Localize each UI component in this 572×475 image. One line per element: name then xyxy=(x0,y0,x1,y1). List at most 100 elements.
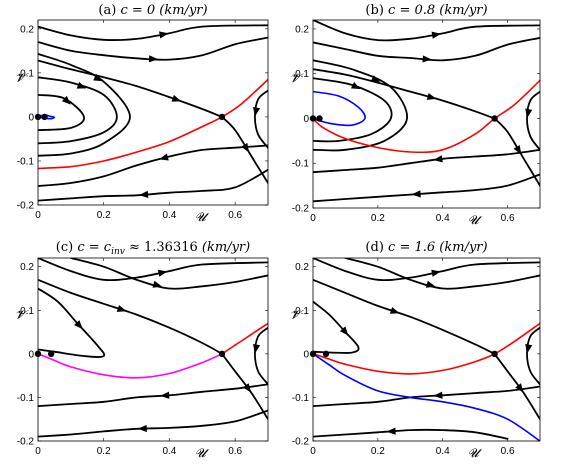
equilibrium-point xyxy=(491,350,498,358)
streamline-arrow xyxy=(157,269,168,277)
panel-title: (c) c = cinv ≈ 1.36316 (km/yr) xyxy=(56,240,250,257)
manifold-curve xyxy=(38,78,268,170)
y-tick-label: 0.1 xyxy=(20,306,34,317)
panel-title: (d) c = 1.6 (km/yr) xyxy=(365,240,487,255)
streamline-arrow xyxy=(253,106,261,117)
streamline-arrow xyxy=(433,155,443,163)
x-axis-label: 𝓤 xyxy=(468,213,483,227)
y-tick-label: -0.2 xyxy=(17,437,35,448)
panel-title: (b) c = 0.8 (km/yr) xyxy=(365,3,487,18)
equilibrium-point xyxy=(218,350,226,358)
streamline-arrow xyxy=(525,343,533,354)
y-tick-label: 0.1 xyxy=(295,69,309,80)
streamline xyxy=(38,24,268,41)
x-tick-label: 0 xyxy=(35,446,41,457)
streamline xyxy=(313,278,496,355)
axes-frame xyxy=(312,257,541,442)
equilibrium-point xyxy=(47,350,55,358)
manifold-curve xyxy=(221,322,268,355)
x-tick-label: 0.2 xyxy=(371,213,385,224)
streamline-arrow xyxy=(339,326,349,336)
streamline-arrow xyxy=(137,424,147,433)
streamline-arrow xyxy=(525,108,533,119)
x-tick-label: 0 xyxy=(310,213,316,224)
y-tick-label: -0.1 xyxy=(17,156,35,167)
x-tick-label: 0.6 xyxy=(228,210,242,221)
x-tick-label: 0.4 xyxy=(436,213,450,224)
streamline-arrow xyxy=(426,92,437,100)
y-tick-label: 0 xyxy=(303,349,309,360)
axes-frame xyxy=(37,19,269,206)
streamline xyxy=(313,258,540,282)
streamline-arrow xyxy=(433,391,443,399)
x-axis-label: 𝓤 xyxy=(468,446,483,460)
streamline xyxy=(38,287,106,358)
streamline xyxy=(221,353,268,421)
equilibrium-point xyxy=(491,115,498,122)
equilibrium-point xyxy=(316,115,323,122)
y-tick-label: -0.2 xyxy=(292,437,310,448)
streamline xyxy=(38,76,118,145)
streamline-arrow xyxy=(61,95,71,105)
streamline xyxy=(38,36,268,61)
streamline xyxy=(38,168,268,202)
y-tick-label: 0.1 xyxy=(295,306,309,317)
equilibrium-point xyxy=(41,113,48,121)
streamline xyxy=(526,326,540,386)
x-tick-label: 0.6 xyxy=(501,446,515,457)
streamline xyxy=(313,68,496,120)
equilibrium-point xyxy=(218,113,226,121)
x-tick-label: 0 xyxy=(35,210,41,221)
streamline xyxy=(313,148,540,174)
manifold-curve xyxy=(313,79,540,154)
manifold-curve xyxy=(38,353,223,379)
streamline xyxy=(313,428,509,440)
y-tick-label: -0.1 xyxy=(17,393,35,404)
streamline xyxy=(38,53,131,157)
panel-1: (a) c = 0 (km/yr) 0 0.2 0.4 0.6 0.2 0.1 0 -0.1 -0… xyxy=(15,3,269,224)
x-tick-label: 0.2 xyxy=(97,446,111,457)
streamline-arrow xyxy=(74,320,83,330)
panel-2: (b) c = 0.8 (km/yr) 0 0.2 0.4 0.6 0.2 0.1 0 -0.1… xyxy=(290,3,541,227)
x-tick-label: 0 xyxy=(310,446,316,457)
streamline xyxy=(313,300,360,354)
streamline-arrow xyxy=(116,305,127,312)
streamline-arrow xyxy=(515,383,524,393)
y-tick-label: 0 xyxy=(28,112,34,123)
x-tick-label: 0.6 xyxy=(228,446,242,457)
streamline-arrow xyxy=(139,190,149,198)
streamline-arrow xyxy=(160,391,170,399)
streamline-arrow xyxy=(411,190,421,198)
streamline xyxy=(493,117,540,187)
streamline xyxy=(313,37,540,62)
streamline-arrow xyxy=(431,31,442,39)
x-tick-label: 0.2 xyxy=(371,446,385,457)
x-axis-label: 𝓤 xyxy=(195,446,210,460)
manifold-curve xyxy=(313,322,540,375)
streamline xyxy=(38,144,268,187)
streamline-arrow xyxy=(171,94,182,102)
panel-4: (d) c = 1.6 (km/yr) 0 0.2 0.4 0.6 0.2 0.1 0 -0.1… xyxy=(290,240,541,460)
streamline xyxy=(313,385,540,407)
streamline xyxy=(313,20,540,42)
manifold-curve xyxy=(313,353,540,441)
y-tick-label: -0.1 xyxy=(292,159,310,170)
streamline xyxy=(313,77,393,143)
streamline-arrow xyxy=(431,269,441,277)
streamline xyxy=(313,59,408,152)
axes-frame xyxy=(37,257,269,442)
panel-3: (c) c = cinv ≈ 1.36316 (km/yr) 0 0.2 0.4 0.6… xyxy=(15,240,269,460)
streamline xyxy=(221,116,268,184)
streamline-arrow xyxy=(425,280,436,288)
streamline xyxy=(313,173,540,203)
streamline xyxy=(38,258,268,282)
streamline-arrow xyxy=(386,427,396,435)
x-tick-label: 0.4 xyxy=(162,446,176,457)
panel-title: (a) c = 0 (km/yr) xyxy=(98,3,207,18)
x-axis-label: 𝓤 xyxy=(195,210,210,224)
streamline xyxy=(38,278,223,355)
y-tick-label: 0.2 xyxy=(20,24,34,35)
x-tick-label: 0.4 xyxy=(162,210,176,221)
streamline xyxy=(38,409,268,438)
streamline-arrow xyxy=(253,343,261,354)
